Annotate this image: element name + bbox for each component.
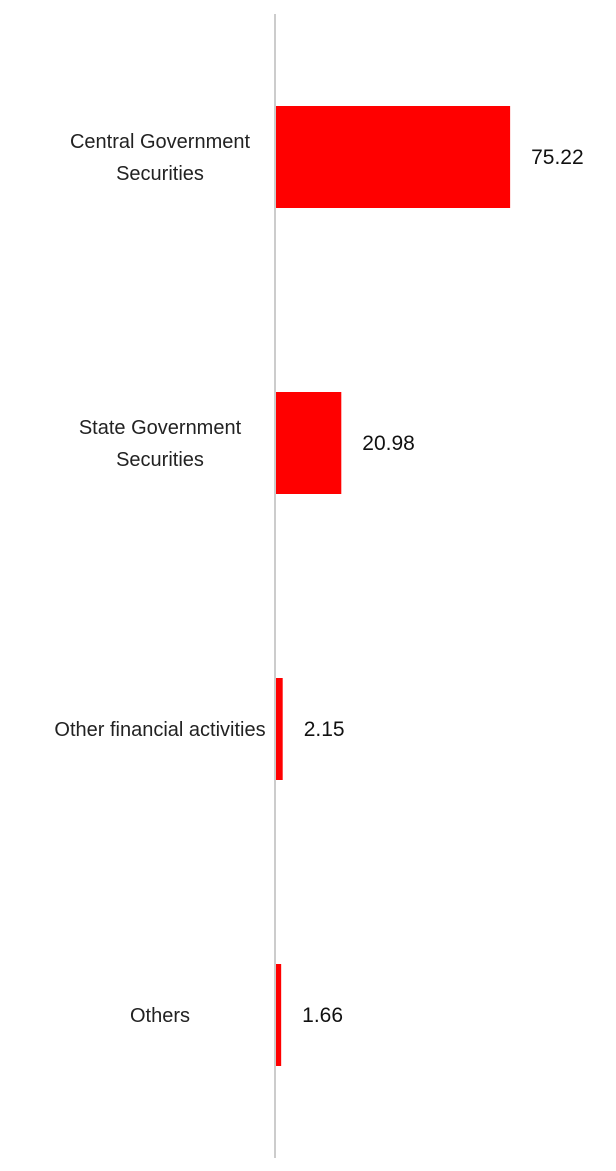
value-label-0: 75.22 — [531, 146, 584, 169]
bar-1 — [276, 392, 342, 494]
category-label-line: Securities — [116, 449, 204, 471]
category-label-1: State Government Securities — [79, 417, 242, 471]
bar-0 — [276, 106, 511, 208]
category-label-0: Central Government Securities — [70, 131, 251, 185]
value-label-1: 20.98 — [362, 432, 415, 455]
value-label-3: 1.66 — [302, 1004, 343, 1027]
category-label-line: Central Government — [70, 131, 251, 153]
category-label-line: Others — [130, 1005, 190, 1027]
bars-group — [276, 106, 511, 1066]
bar-2 — [276, 678, 283, 780]
category-label-2: Other financial activities — [54, 719, 265, 741]
bar-3 — [276, 964, 282, 1066]
category-label-line: Other financial activities — [54, 719, 265, 741]
category-label-line: State Government — [79, 417, 242, 439]
category-label-line: Securities — [116, 163, 204, 185]
value-label-2: 2.15 — [304, 718, 345, 741]
labels-group: 75.22 Central Government Securities 20.98 St… — [54, 131, 583, 1027]
category-label-3: Others — [130, 1005, 190, 1027]
